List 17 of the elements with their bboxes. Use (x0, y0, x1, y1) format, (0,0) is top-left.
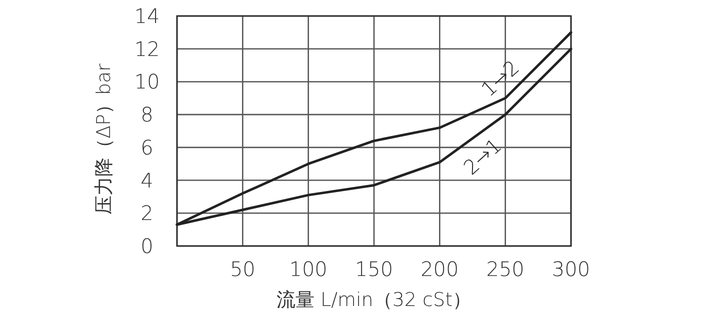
y-tick-label: 4 (140, 168, 154, 192)
y-tick-label: 2 (140, 201, 154, 226)
x-tick-label: 300 (552, 257, 590, 281)
y-axis-title: 压力降（ΔP）bar (93, 63, 115, 214)
text: 1→2 (476, 55, 524, 102)
x-tick-label: 200 (420, 257, 459, 281)
x-tick-label: 100 (289, 257, 328, 281)
y-tick-label: 14 (134, 4, 160, 28)
y-tick-label: 0 (140, 234, 154, 258)
x-tick-label: 150 (354, 257, 394, 281)
y-tick-label: 6 (140, 135, 154, 160)
x-axis-title: 流量 L/min（32 cSt） (276, 289, 472, 311)
y-tick-label: 8 (140, 102, 154, 127)
x-tick-label: 50 (230, 257, 256, 281)
x-tick-label: 250 (486, 257, 524, 281)
y-tick-label: 12 (134, 36, 160, 61)
y-tick-label: 10 (134, 70, 160, 94)
